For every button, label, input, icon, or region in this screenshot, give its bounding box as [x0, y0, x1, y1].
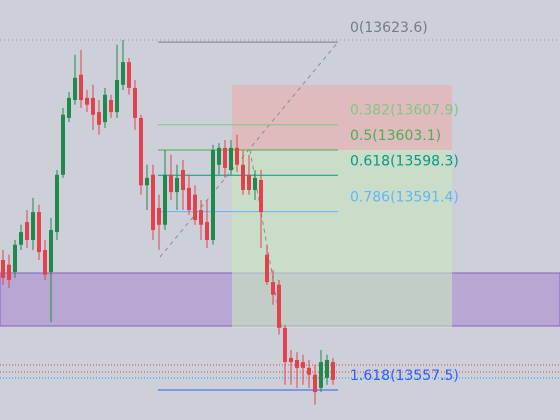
candle-body — [1, 260, 5, 278]
candle-body — [307, 367, 311, 375]
candle-body — [13, 244, 17, 273]
fib-label: 0.786(13591.4) — [350, 190, 459, 206]
candle-body — [109, 100, 113, 113]
candle-body — [49, 230, 53, 273]
target-zone — [232, 150, 452, 328]
candle-body — [331, 362, 335, 380]
candle-body — [259, 180, 263, 213]
candle-body — [73, 77, 77, 100]
candle-body — [157, 207, 161, 225]
candle-body — [175, 177, 179, 193]
candle-body — [211, 150, 215, 240]
fib-label: 0.5(13603.1) — [350, 128, 441, 144]
candle-body — [253, 177, 257, 190]
candle-body — [181, 170, 185, 190]
candle-body — [79, 74, 83, 100]
candle-body — [247, 174, 251, 190]
candle-body — [19, 232, 23, 245]
candle-body — [301, 362, 305, 368]
candle-body — [139, 117, 143, 186]
stop-zone — [232, 85, 452, 150]
candle-body — [295, 360, 299, 368]
candle-body — [133, 87, 137, 118]
candle-body — [25, 222, 29, 240]
candle-body — [205, 222, 209, 240]
candle-body — [163, 174, 167, 225]
candle-body — [199, 210, 203, 225]
candle-body — [283, 327, 287, 363]
candle-body — [85, 97, 89, 105]
candle-body — [169, 174, 173, 193]
candle-body — [145, 177, 149, 186]
candle-body — [151, 174, 155, 230]
candle-body — [91, 97, 95, 115]
candle-body — [127, 62, 131, 88]
candle-body — [187, 187, 191, 210]
candle-body — [43, 250, 47, 275]
candle-body — [115, 80, 119, 113]
candle-body — [31, 212, 35, 240]
candle-body — [265, 254, 269, 283]
fib-label: 0.382(13607.9) — [350, 103, 459, 119]
fib-levels: 0(13623.6) 0.382(13607.9) 0.5(13603.1) 0.61… — [158, 20, 459, 391]
candle-body — [235, 147, 239, 165]
fib-label: 1.618(13557.5) — [350, 368, 459, 384]
candles — [1, 40, 335, 405]
trend-line — [249, 149, 283, 331]
candle-body — [277, 284, 281, 328]
candle-body — [37, 212, 41, 253]
candle-body — [193, 194, 197, 220]
fib-label: 0(13623.6) — [350, 20, 428, 36]
candle-body — [103, 94, 107, 123]
candle-body — [319, 362, 323, 388]
candle-body — [313, 374, 317, 393]
candle-body — [241, 164, 245, 190]
candle-body — [289, 357, 293, 363]
candle-body — [223, 147, 227, 168]
candle-body — [55, 174, 59, 233]
candle-body — [7, 264, 11, 280]
candle-body — [325, 360, 329, 378]
candle-body — [229, 147, 233, 170]
candle-body — [217, 147, 221, 165]
candle-body — [67, 97, 71, 118]
candle-body — [271, 282, 275, 295]
candle-body — [61, 114, 65, 175]
candle-body — [121, 62, 125, 85]
candle-body — [97, 112, 101, 125]
fib-label: 0.618(13598.3) — [350, 153, 459, 169]
